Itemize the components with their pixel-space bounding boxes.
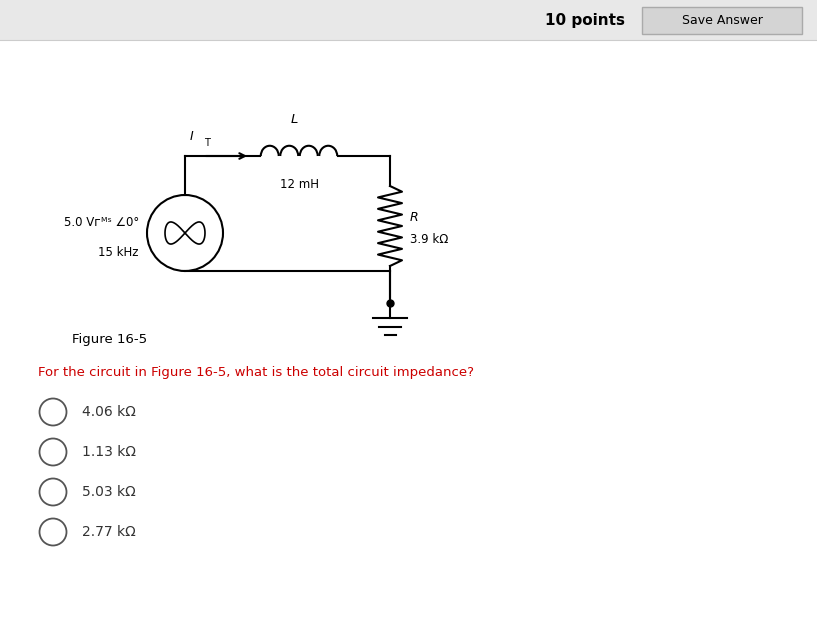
Text: 4.06 kΩ: 4.06 kΩ: [82, 405, 136, 419]
Bar: [0, 0, 817, 40]
Text: 3.9 kΩ: 3.9 kΩ: [410, 234, 449, 246]
Text: 10 points: 10 points: [545, 13, 625, 29]
Bar: [642, 7, 802, 34]
Text: I: I: [190, 130, 194, 143]
Text: 12 mH: 12 mH: [279, 178, 319, 191]
Text: L: L: [290, 113, 297, 126]
Text: T: T: [204, 138, 210, 148]
Text: 2.77 kΩ: 2.77 kΩ: [82, 525, 136, 539]
Text: 1.13 kΩ: 1.13 kΩ: [82, 445, 136, 459]
Text: For the circuit in Figure 16-5, what is the total circuit impedance?: For the circuit in Figure 16-5, what is …: [38, 366, 474, 379]
Text: R: R: [410, 212, 418, 225]
Text: Save Answer: Save Answer: [681, 14, 762, 27]
Text: 5.0 Vᴦᴹˢ ∠0°: 5.0 Vᴦᴹˢ ∠0°: [64, 216, 139, 230]
Text: Figure 16-5: Figure 16-5: [72, 333, 147, 346]
Text: 15 kHz: 15 kHz: [99, 246, 139, 260]
Text: 5.03 kΩ: 5.03 kΩ: [82, 485, 136, 499]
